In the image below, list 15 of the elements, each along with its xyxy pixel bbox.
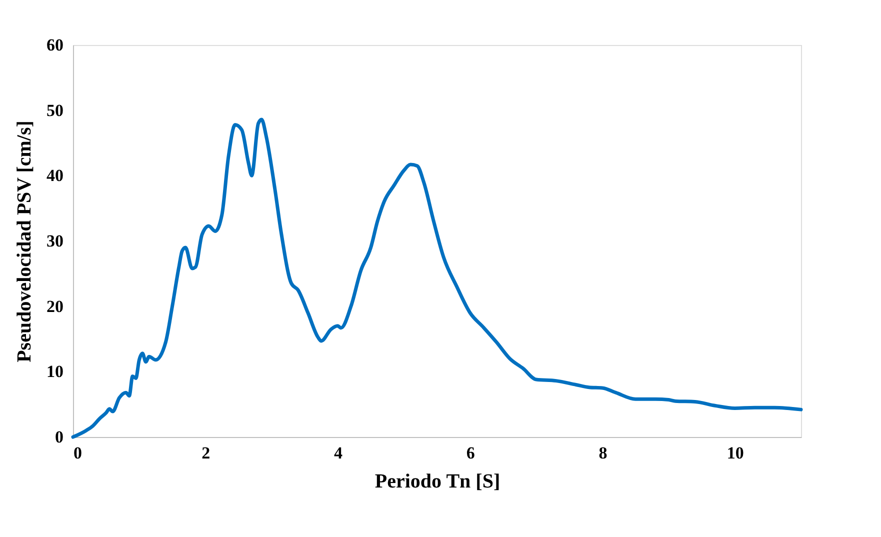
- x-tick-label: 4: [334, 444, 343, 462]
- y-axis-title: Pseudovelocidad PSV [cm/s]: [14, 120, 36, 362]
- y-tick-label: 50: [46, 100, 64, 120]
- y-tick-label: 10: [46, 362, 64, 382]
- x-tick-label: 8: [598, 444, 608, 462]
- y-tick-label: 30: [46, 232, 64, 250]
- x-tick-label: 10: [726, 444, 744, 462]
- y-tick-label: 60: [46, 36, 64, 54]
- x-tick-label: 0: [74, 444, 82, 462]
- x-tick-label: 2: [202, 444, 210, 462]
- x-tick-label: 6: [466, 444, 475, 462]
- y-tick-label: 40: [46, 166, 64, 186]
- y-tick-label: 20: [46, 296, 64, 316]
- y-tick-label: 0: [55, 428, 64, 446]
- x-axis-title: Periodo Tn [S]: [374, 470, 500, 492]
